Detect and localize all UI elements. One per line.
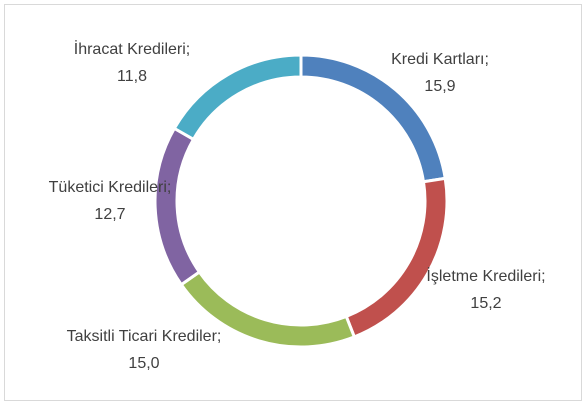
category-label: İşletme Kredileri; [426,266,545,285]
category-label: Taksitli Ticari Krediler; [67,328,222,345]
donut-segment [172,53,303,142]
value-label: 15,9 [424,78,455,95]
value-label: 15,2 [470,295,501,312]
value-label: 15,0 [128,355,159,372]
category-label: İhracat Kredileri; [74,39,191,58]
value-label: 12,7 [94,206,125,223]
category-label: Tüketici Kredileri; [49,179,172,196]
value-label: 11,8 [117,68,147,85]
category-label: Kredi Kartları; [391,51,489,68]
